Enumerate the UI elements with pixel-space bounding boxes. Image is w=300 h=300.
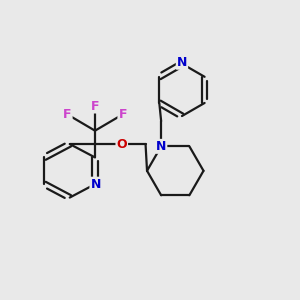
Text: N: N: [156, 140, 166, 153]
Text: O: O: [116, 138, 127, 151]
Text: N: N: [177, 56, 187, 69]
Text: F: F: [118, 108, 127, 121]
Text: N: N: [90, 178, 101, 191]
Text: F: F: [91, 100, 99, 112]
Text: F: F: [63, 108, 72, 121]
